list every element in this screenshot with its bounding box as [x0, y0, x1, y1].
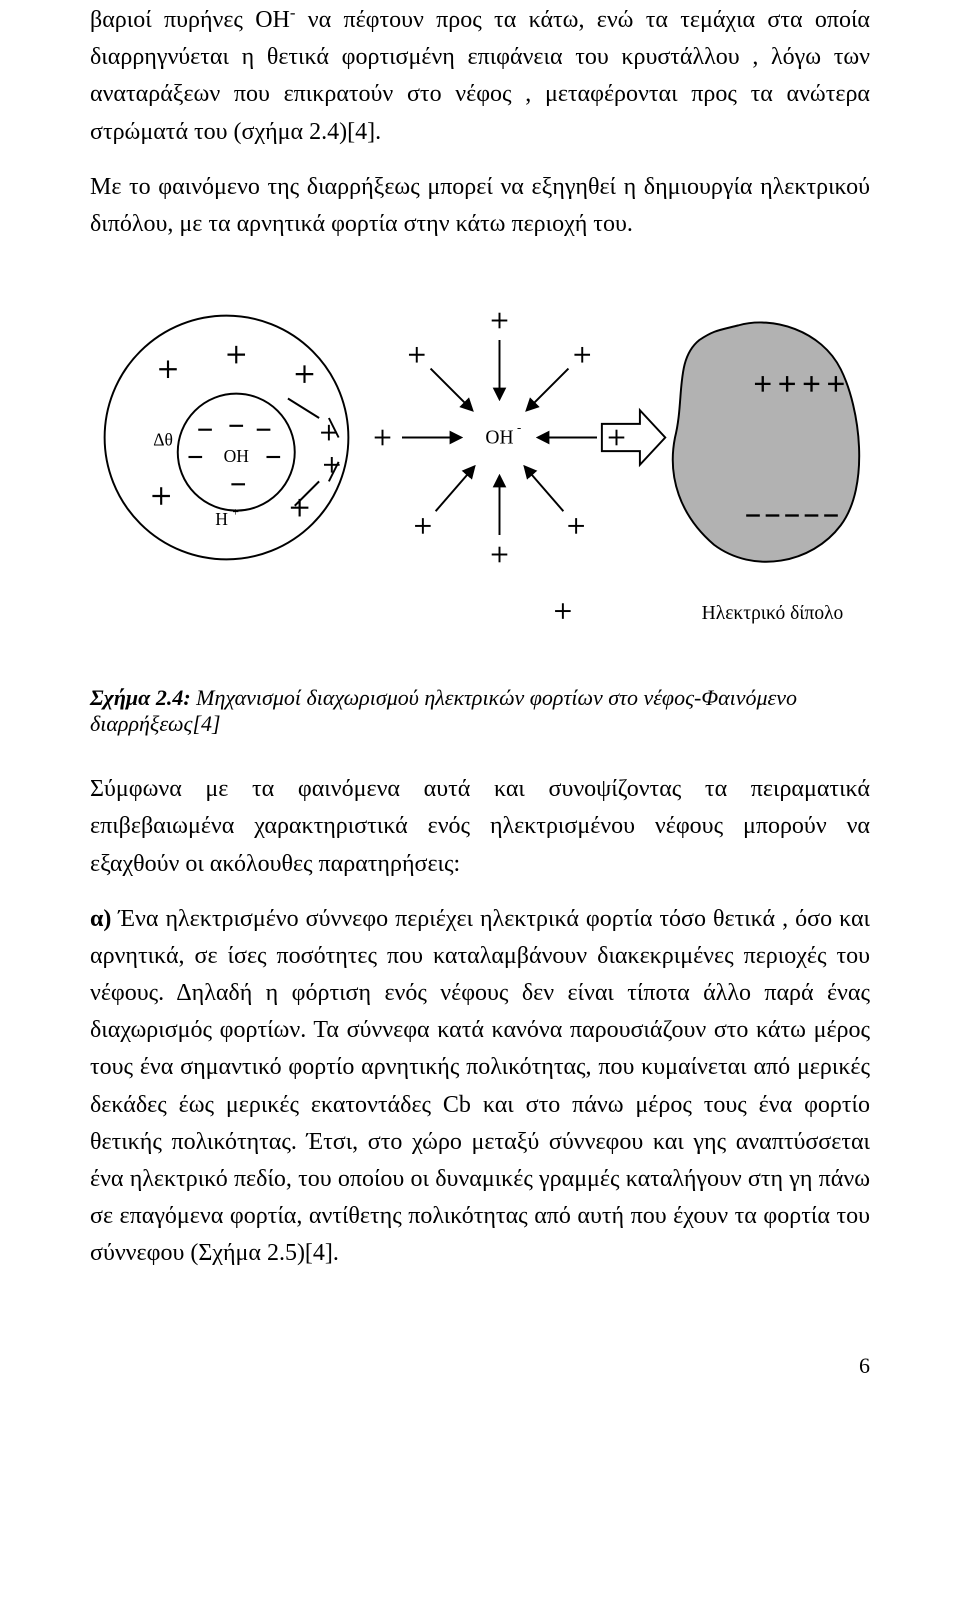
- caption-lead: Σχήμα 2.4:: [90, 685, 191, 710]
- svg-text:Ηλεκτρικό δίπολο: Ηλεκτρικό δίπολο: [702, 603, 844, 624]
- list-body-alpha: Ένα ηλεκτρισμένο σύννεφο περιέχει ηλεκτρ…: [90, 906, 870, 1267]
- svg-text:OH: OH: [224, 446, 250, 466]
- middle-ohminus: OH-: [375, 313, 625, 563]
- paragraph-1: βαριοί πυρήνες OH- να πέφτουν προς τα κά…: [90, 0, 870, 151]
- figure-2-4: OHΔθH+ OH- Ηλεκτρικό δίπολο: [90, 267, 870, 647]
- left-crystal: OH Δθ H +: [105, 316, 349, 560]
- plus-sign: [555, 603, 571, 619]
- svg-text:H: H: [215, 509, 228, 529]
- page-container: βαριοί πυρήνες OH- να πέφτουν προς τα κά…: [0, 0, 960, 1333]
- svg-text:Δθ: Δθ: [153, 429, 173, 449]
- list-marker-alpha: α): [90, 906, 111, 932]
- figure-svg: OHΔθH+ OH- Ηλεκτρικό δίπολο: [90, 267, 870, 647]
- dipole-blob: Ηλεκτρικό δίπολο: [673, 323, 859, 624]
- page-number: 6: [0, 1333, 960, 1409]
- paragraph-3: Σύμφωνα με τα φαινόμενα αυτά και συνοψίζ…: [90, 771, 870, 883]
- svg-text:-: -: [517, 421, 521, 435]
- list-item-alpha: α) Ένα ηλεκτρισμένο σύννεφο περιέχει ηλε…: [90, 901, 870, 1273]
- paragraph-2: Με το φαινόμενο της διαρρήξεως μπορεί να…: [90, 169, 870, 243]
- svg-text:OH: OH: [485, 427, 513, 448]
- figure-caption: Σχήμα 2.4: Μηχανισμοί διαχωρισμού ηλεκτρ…: [90, 685, 870, 737]
- caption-rest: Μηχανισμοί διαχωρισμού ηλεκτρικών φορτίω…: [90, 685, 797, 736]
- svg-text:+: +: [232, 506, 239, 519]
